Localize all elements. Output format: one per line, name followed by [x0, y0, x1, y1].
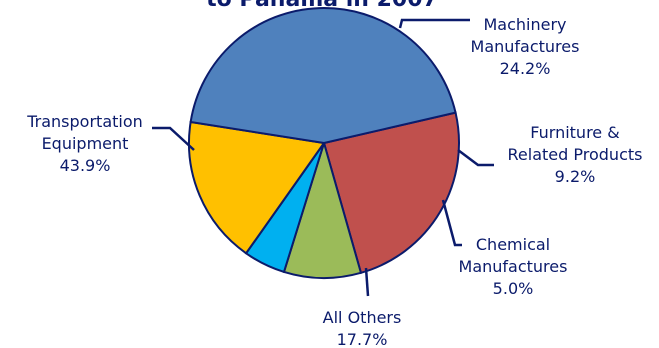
slice-value-label: 43.9% [60, 156, 111, 175]
pie-slice [282, 139, 363, 279]
leader-line [441, 199, 462, 247]
slice-label: Chemical [476, 235, 550, 254]
slice-label: Equipment [42, 134, 129, 153]
chart-title: to Panama in 2007 [206, 0, 438, 12]
slice-label: Transportation [26, 112, 143, 131]
leader-line [457, 149, 494, 167]
leader-line [398, 18, 470, 29]
slice-value-label: 17.7% [337, 330, 388, 348]
slice-value-label: 5.0% [493, 279, 534, 298]
leader-lines [152, 18, 494, 297]
pie-slices [188, 6, 460, 279]
slice-label: Manufactures [459, 257, 568, 276]
slice-labels: Machinery Manufactures 24.2% Furniture & Rel… [26, 15, 642, 348]
slice-label: Machinery [483, 15, 566, 34]
slice-value-label: 9.2% [555, 167, 596, 186]
slice-label: All Others [323, 308, 402, 327]
leader-line [364, 267, 370, 297]
slice-label: Furniture & [530, 123, 619, 142]
slice-label: Manufactures [471, 37, 580, 56]
leader-line [152, 126, 195, 151]
slice-value-label: 24.2% [500, 59, 551, 78]
pie-slice [322, 111, 460, 275]
pie-slice [189, 6, 457, 145]
pie-slice [188, 120, 326, 255]
slice-label: Related Products [508, 145, 643, 164]
